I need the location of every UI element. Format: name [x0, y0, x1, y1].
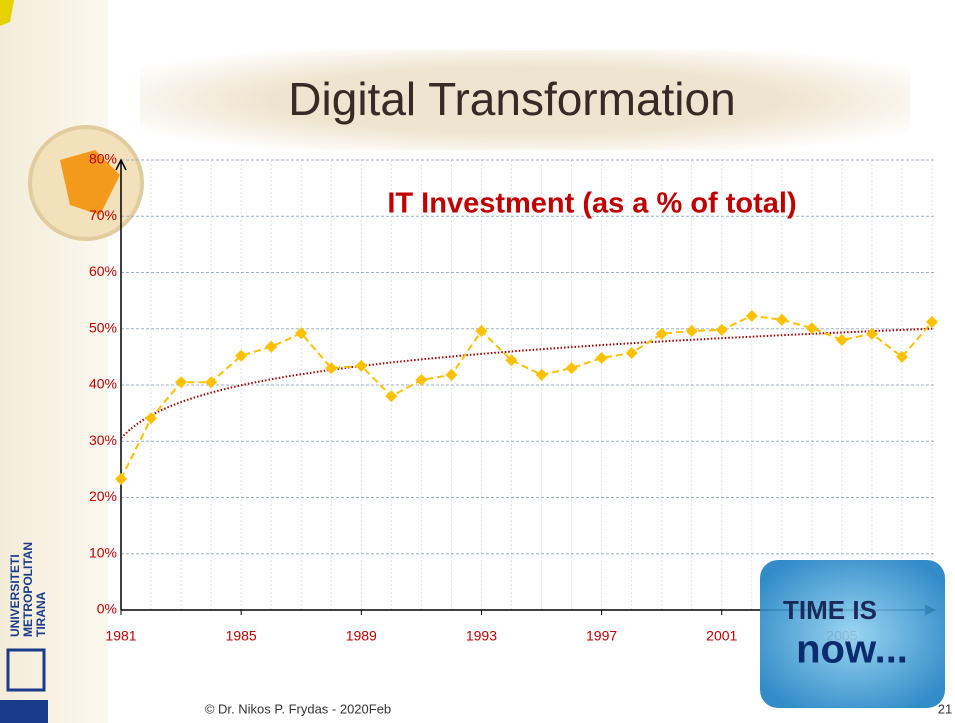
y-tick-label: 80%: [89, 151, 117, 167]
slide-title: Digital Transformation: [288, 73, 735, 125]
data-point: [745, 309, 758, 322]
y-tick-label: 10%: [89, 544, 117, 560]
university-icon: [6, 648, 46, 692]
data-point: [235, 349, 248, 362]
data-point: [835, 334, 848, 346]
data-point: [595, 352, 608, 364]
data-point: [865, 327, 878, 340]
badge-text: TIME IS: [783, 595, 877, 625]
y-axis-arrow: [115, 158, 127, 171]
y-tick-label: 60%: [89, 263, 117, 279]
x-tick-label: 1985: [226, 628, 257, 644]
data-point: [805, 322, 818, 335]
y-tick-label: 30%: [89, 432, 117, 448]
footer: © Dr. Nikos P. Frydas - 2020Feb: [205, 701, 391, 716]
badge-text: now...: [796, 628, 908, 672]
y-tick-label: 20%: [89, 488, 117, 504]
data-point: [265, 340, 278, 353]
x-tick-label: 1997: [586, 628, 617, 644]
data-point: [145, 412, 158, 425]
data-point: [505, 354, 518, 367]
data-point: [295, 327, 308, 340]
data-point: [415, 373, 428, 386]
title-box: [140, 50, 910, 150]
data-line: [120, 314, 933, 480]
data-point: [655, 327, 668, 340]
data-point: [685, 325, 698, 337]
data-point: [205, 376, 218, 389]
data-point: [565, 362, 578, 375]
data-point: [926, 316, 938, 328]
university-logo: UNIVERSITETI METROPOLITAN TIRANA: [0, 542, 48, 723]
data-point: [625, 346, 638, 359]
chart-title: IT Investment (as a % of total): [387, 188, 796, 220]
data-point: [475, 325, 488, 337]
logo-splash: [60, 150, 120, 215]
university-line: METROPOLITAN: [21, 542, 35, 637]
x-tick-label: 1989: [346, 628, 377, 644]
data-point: [175, 376, 188, 389]
data-point: [385, 390, 398, 403]
data-point: [895, 350, 908, 363]
x-tick-label: 2001: [706, 628, 737, 644]
trendline: [120, 327, 933, 439]
page-number: 21: [938, 701, 952, 716]
data-point: [775, 313, 788, 326]
y-tick-label: 70%: [89, 207, 117, 223]
side-strip: [0, 0, 108, 723]
university-line: TIRANA: [34, 591, 48, 637]
x-tick-label: 1981: [105, 628, 136, 644]
y-tick-label: 50%: [89, 319, 117, 335]
badge: [760, 560, 945, 708]
data-point: [355, 359, 368, 372]
data-point: [535, 368, 548, 381]
data-point: [715, 323, 728, 336]
data-point: [325, 362, 338, 375]
data-point: [115, 472, 127, 485]
chart: 0% 10% 20% 30% 40% 50% 60% 70% 80% 1981 1985 1989 19…: [89, 151, 938, 644]
x-tick-label: 1993: [466, 628, 497, 644]
university-icon-base: [0, 700, 48, 723]
university-line: UNIVERSITETI: [8, 554, 22, 637]
corner-accent: [0, 0, 14, 26]
y-tick-label: 40%: [89, 376, 117, 392]
data-point: [445, 368, 458, 381]
y-tick-label: 0%: [97, 601, 117, 617]
